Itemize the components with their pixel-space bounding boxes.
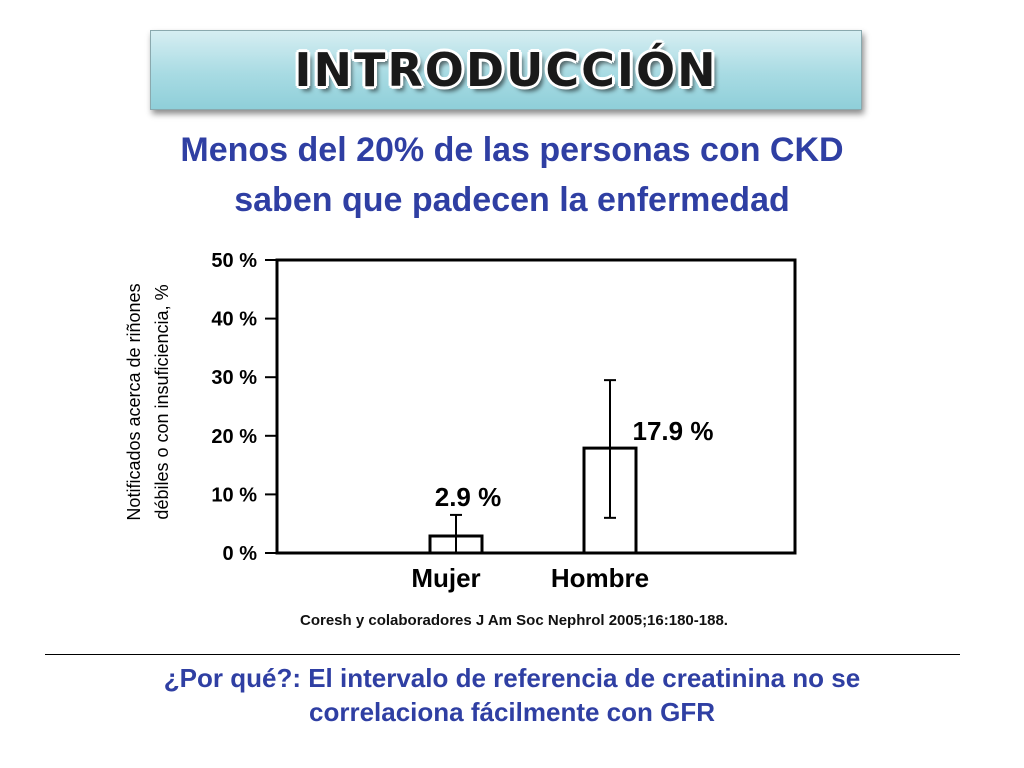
citation: Coresh y colaboradores J Am Soc Nephrol … [300, 612, 728, 629]
y-tick-label: 30 % [211, 367, 257, 389]
headline-line-2: saben que padecen la enfermedad [234, 181, 790, 219]
y-tick-label: 20 % [211, 426, 257, 448]
plot-frame [275, 258, 797, 555]
y-axis-label-line-2: débiles o con insuficiencia, % [152, 284, 172, 519]
y-tick-label: 40 % [211, 309, 257, 331]
bar-chart: 0 % 10 % 20 % 30 % 40 % 50 % Notificados acerc… [124, 250, 797, 593]
bottom-text-line-1: ¿Por qué?: El intervalo de referencia de… [163, 663, 861, 693]
title-banner: INTRODUCCIÓN [150, 30, 862, 110]
y-axis-label-line-1: Notificados acerca de riñones [124, 283, 144, 520]
y-tick-label: 0 % [223, 543, 258, 565]
headline-line-1: Menos del 20% de las personas con CKD [180, 131, 844, 169]
divider-line [45, 654, 960, 655]
slide-title: INTRODUCCIÓN [294, 43, 718, 97]
x-category-label: Hombre [551, 563, 649, 593]
x-category-label: Mujer [411, 563, 480, 593]
y-tick-label: 10 % [211, 484, 257, 506]
y-tick-label: 50 % [211, 250, 257, 272]
bottom-text-line-2: correlaciona fácilmente con GFR [308, 697, 715, 727]
data-label-hombre: 17.9 % [633, 416, 714, 446]
data-label-mujer: 2.9 % [435, 482, 502, 512]
